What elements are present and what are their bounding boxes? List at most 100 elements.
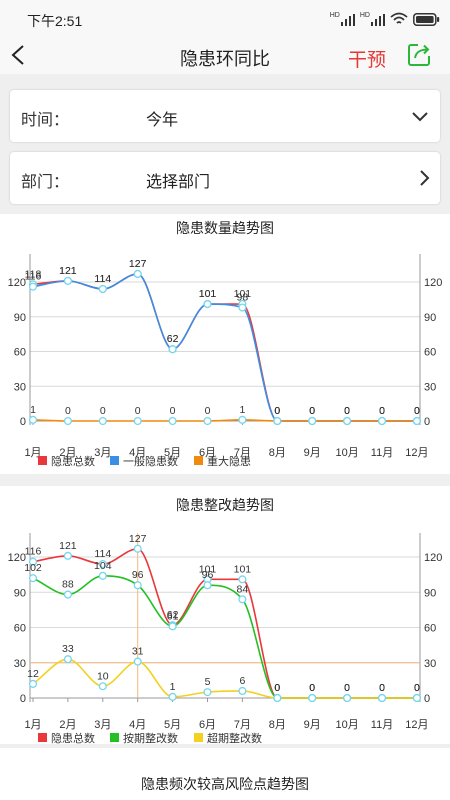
x-tick-label-1: 2月 [59,447,76,459]
data-point-s2-m4 [168,692,177,701]
y-tick-label-right-0: 0 [424,693,430,705]
x-tick-label-8: 9月 [304,719,321,731]
data-label-s2-m9: 0 [344,405,350,417]
x-tick-label-3: 4月 [129,447,146,459]
data-label-s1-m10: 0 [379,405,385,417]
data-label-s2-m11: 0 [414,405,420,417]
data-point-s2-m5 [203,416,212,426]
series-line-2 [32,419,417,422]
x-tick-label-0: 1月 [24,719,41,731]
data-label-s2-m9: 0 [344,682,350,694]
x-tick-label-4: 5月 [164,447,181,459]
data-point-s2-m10 [377,693,387,703]
data-label-s1-m5: 96 [202,569,214,581]
data-label-s2-m7: 0 [274,682,280,694]
data-label-s1-m9: 0 [344,682,350,694]
data-label-s2-m2: 10 [97,670,109,682]
signal-icon: HD [360,12,385,26]
data-label-s0-m2: 114 [94,548,111,560]
data-point-s2-m11 [412,693,421,703]
intervene-button[interactable]: 干预 [348,50,387,71]
data-label-s0-m6: 101 [234,563,252,575]
legend-swatch-0 [38,456,47,465]
x-tick-label-6: 7月 [234,719,251,731]
y-tick-label-right-60: 60 [424,623,436,635]
data-point-s2-m8 [308,693,317,703]
data-label-s1-m2: 114 [94,273,111,285]
data-point-s2-m9 [343,693,352,703]
x-tick-label-7: 8月 [269,719,286,731]
x-tick-label-0: 1月 [24,447,41,459]
data-point-s2-m6 [238,686,247,696]
share-icon[interactable] [406,42,432,68]
status-bar: 下午2:51 HD HD [0,0,450,38]
data-label-s1-m8: 0 [309,405,315,417]
department-filter[interactable]: 部门： 选择部门 [10,152,440,204]
legend-label-2: 重大隐患 [207,454,251,468]
legend-swatch-1 [110,733,119,742]
data-point-s1-m6 [238,303,247,312]
data-point-s2-m0 [28,679,38,688]
signal-label: HD [359,12,370,19]
data-label-s0-m2: 114 [94,273,111,285]
y-tick-label-left-120: 120 [8,277,26,289]
department-filter-value: 选择部门 [146,174,211,191]
y-tick-label-right-120: 120 [424,552,442,564]
data-point-s1-m2 [98,571,107,580]
y-tick-label-right-0: 0 [424,416,430,428]
series-line-1 [32,273,417,422]
data-point-s2-m0 [28,415,38,424]
data-label-s1-m7: 0 [274,682,280,694]
x-tick-label-10: 11月 [371,447,393,459]
y-tick-label-right-30: 30 [424,658,436,670]
data-label-s1-m6: 84 [237,583,249,595]
data-point-s2-m11 [412,416,421,426]
time-filter-value: 今年 [146,112,179,129]
legend-swatch-2 [194,456,203,465]
data-label-s2-m1: 0 [65,405,71,417]
y-tick-label-left-90: 90 [14,312,26,324]
quantity-trend-card: 隐患数量趋势图 0 0 30 30 60 60 90 90 120 120 1月 2月 3月 4月 5月 6月 7… [0,214,450,474]
chevron-right-icon [420,170,430,186]
x-tick-label-10: 11月 [371,719,393,731]
data-label-s0-m1: 121 [59,265,77,277]
y-tick-label-left-30: 30 [14,381,26,393]
data-point-s1-m3 [133,581,142,590]
data-point-s2-m2 [98,682,107,691]
y-tick-label-left-120: 120 [8,552,26,564]
data-point-s2-m10 [377,416,387,426]
data-label-s0-m7: 0 [274,682,280,694]
data-point-s2-m3 [133,416,142,426]
data-label-s1-m10: 0 [379,682,385,694]
status-icons: HD HD [330,11,440,27]
data-label-s0-m3: 127 [129,258,147,270]
x-tick-label-4: 5月 [164,719,181,731]
data-label-s2-m0: 12 [27,668,39,680]
x-tick-label-2: 3月 [94,447,111,459]
data-point-s2-m6 [238,415,247,424]
data-label-s0-m11: 0 [414,682,420,694]
signal-label: HD [329,12,340,19]
back-icon[interactable] [10,44,26,66]
department-filter-label: 部门： [21,174,70,191]
series-line-0 [32,547,417,699]
y-tick-label-right-90: 90 [424,312,436,324]
data-point-s2-m4 [168,416,177,426]
y-tick-label-left-0: 0 [20,693,26,705]
legend-swatch-1 [110,456,119,465]
data-label-s2-m4: 0 [170,405,176,417]
header: 隐患环同比 干预 [0,38,450,74]
data-point-s1-m3 [133,269,142,278]
page-title: 隐患环同比 [180,49,270,69]
data-label-s2-m3: 0 [135,405,141,417]
data-label-s1-m3: 96 [132,569,144,581]
time-filter[interactable]: 时间： 今年 [10,90,440,142]
data-label-s0-m11: 0 [414,405,420,417]
data-point-s1-m4 [168,622,177,631]
data-point-s2-m1 [63,416,72,426]
data-point-s0-m2 [98,560,107,569]
data-label-s0-m0: 116 [25,546,42,558]
data-label-s1-m5: 101 [199,288,217,300]
data-label-s2-m10: 0 [379,682,385,694]
